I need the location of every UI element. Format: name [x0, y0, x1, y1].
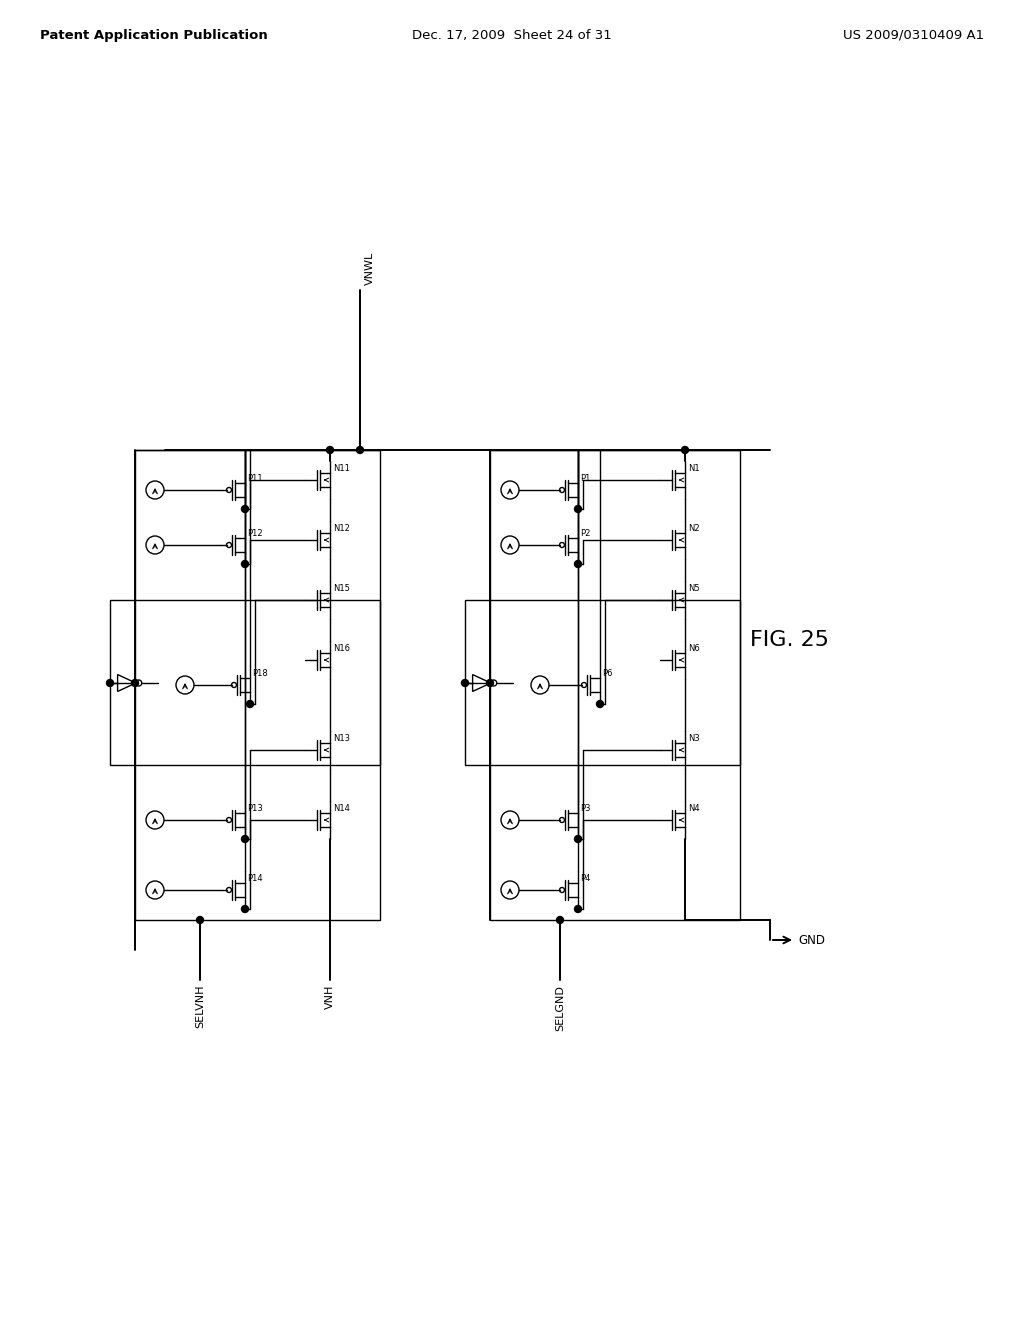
- Circle shape: [242, 561, 249, 568]
- Circle shape: [131, 680, 138, 686]
- Text: P13: P13: [247, 804, 263, 813]
- Text: VNH: VNH: [325, 985, 335, 1010]
- Circle shape: [106, 680, 114, 686]
- Text: Patent Application Publication: Patent Application Publication: [40, 29, 267, 41]
- Circle shape: [556, 916, 563, 924]
- Text: FIG. 25: FIG. 25: [750, 630, 829, 649]
- Circle shape: [356, 446, 364, 454]
- Text: VNWL: VNWL: [365, 252, 375, 285]
- Circle shape: [327, 446, 334, 454]
- Circle shape: [462, 680, 469, 686]
- Bar: [490, 450, 740, 920]
- Circle shape: [242, 906, 249, 912]
- Circle shape: [242, 836, 249, 842]
- Text: GND: GND: [798, 933, 825, 946]
- Text: P14: P14: [247, 874, 262, 883]
- Circle shape: [597, 701, 603, 708]
- Circle shape: [574, 836, 582, 842]
- Bar: [465, 601, 740, 766]
- Text: SELGND: SELGND: [555, 985, 565, 1031]
- Text: N15: N15: [333, 583, 350, 593]
- Text: N12: N12: [333, 524, 350, 533]
- Text: N4: N4: [688, 804, 699, 813]
- Text: P2: P2: [580, 529, 591, 539]
- Circle shape: [247, 701, 254, 708]
- Bar: [135, 450, 380, 920]
- Text: N2: N2: [688, 524, 699, 533]
- Circle shape: [197, 916, 204, 924]
- Circle shape: [574, 561, 582, 568]
- Text: Dec. 17, 2009  Sheet 24 of 31: Dec. 17, 2009 Sheet 24 of 31: [412, 29, 612, 41]
- Circle shape: [574, 906, 582, 912]
- Text: N11: N11: [333, 465, 350, 473]
- Text: P6: P6: [602, 669, 612, 678]
- Text: P3: P3: [580, 804, 591, 813]
- Text: N5: N5: [688, 583, 699, 593]
- Text: P12: P12: [247, 529, 262, 539]
- Text: P11: P11: [247, 474, 262, 483]
- Text: US 2009/0310409 A1: US 2009/0310409 A1: [843, 29, 984, 41]
- Text: P18: P18: [252, 669, 267, 678]
- Text: N1: N1: [688, 465, 699, 473]
- Text: P4: P4: [580, 874, 591, 883]
- Text: N13: N13: [333, 734, 350, 743]
- Text: N3: N3: [688, 734, 699, 743]
- Text: N16: N16: [333, 644, 350, 653]
- Circle shape: [486, 680, 494, 686]
- Circle shape: [242, 506, 249, 512]
- Bar: [110, 601, 380, 766]
- Text: P1: P1: [580, 474, 591, 483]
- Circle shape: [682, 446, 688, 454]
- Text: N6: N6: [688, 644, 699, 653]
- Text: N14: N14: [333, 804, 350, 813]
- Text: SELVNH: SELVNH: [195, 985, 205, 1028]
- Circle shape: [574, 506, 582, 512]
